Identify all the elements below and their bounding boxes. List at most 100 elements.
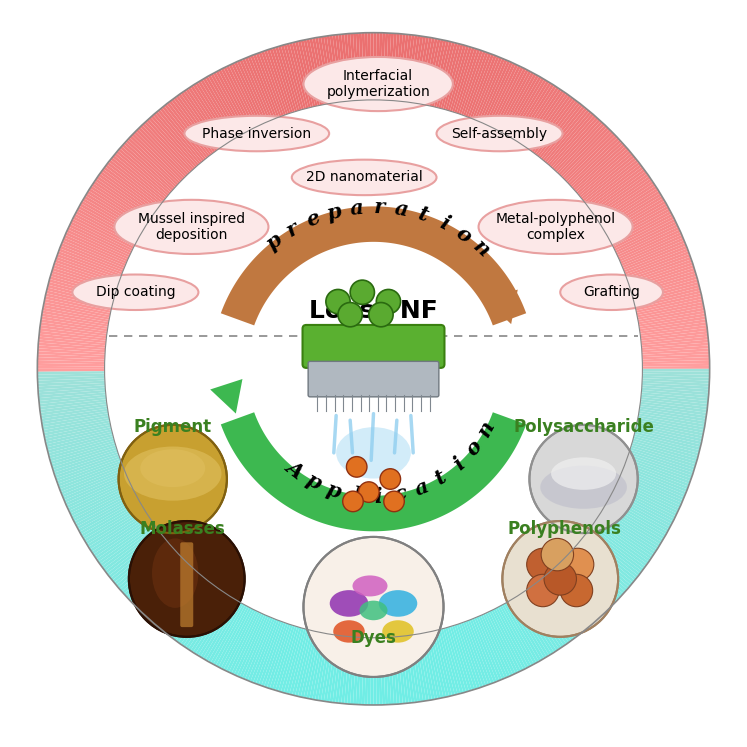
Text: Grafting: Grafting — [583, 285, 640, 300]
Text: a: a — [393, 199, 410, 221]
Wedge shape — [54, 452, 119, 476]
Wedge shape — [450, 46, 472, 111]
Wedge shape — [577, 544, 629, 589]
Wedge shape — [584, 160, 639, 203]
Wedge shape — [38, 390, 105, 398]
Wedge shape — [502, 73, 536, 134]
Ellipse shape — [560, 275, 663, 310]
Wedge shape — [108, 160, 163, 203]
Wedge shape — [289, 629, 309, 695]
Wedge shape — [326, 635, 338, 702]
Wedge shape — [642, 360, 710, 364]
Wedge shape — [144, 121, 192, 172]
Wedge shape — [264, 50, 288, 114]
Wedge shape — [56, 456, 120, 481]
Wedge shape — [100, 171, 156, 213]
Wedge shape — [595, 519, 652, 560]
Wedge shape — [287, 628, 306, 694]
Wedge shape — [96, 176, 153, 217]
Wedge shape — [555, 121, 603, 172]
Ellipse shape — [333, 620, 365, 642]
Wedge shape — [527, 93, 568, 150]
Wedge shape — [415, 634, 429, 701]
Wedge shape — [601, 509, 660, 547]
Ellipse shape — [479, 200, 633, 254]
Wedge shape — [624, 248, 689, 275]
Wedge shape — [37, 354, 105, 359]
Wedge shape — [82, 198, 142, 235]
Wedge shape — [105, 164, 160, 207]
Wedge shape — [477, 616, 505, 679]
Wedge shape — [633, 436, 699, 456]
Wedge shape — [430, 40, 446, 106]
Wedge shape — [617, 480, 679, 511]
Wedge shape — [226, 610, 258, 672]
Wedge shape — [211, 604, 245, 664]
Wedge shape — [639, 319, 707, 332]
Wedge shape — [390, 34, 397, 101]
Text: Pigment: Pigment — [134, 418, 212, 436]
Wedge shape — [155, 111, 201, 164]
Wedge shape — [550, 115, 596, 167]
Wedge shape — [74, 214, 135, 247]
Wedge shape — [546, 111, 592, 164]
Wedge shape — [208, 75, 243, 134]
Wedge shape — [619, 476, 682, 506]
Wedge shape — [371, 33, 374, 100]
Wedge shape — [68, 480, 130, 511]
Wedge shape — [568, 552, 619, 601]
Wedge shape — [40, 406, 108, 418]
Wedge shape — [633, 282, 699, 302]
Wedge shape — [120, 146, 172, 193]
Wedge shape — [425, 39, 441, 105]
Wedge shape — [41, 409, 108, 421]
Wedge shape — [613, 489, 675, 521]
Wedge shape — [306, 39, 322, 105]
Wedge shape — [421, 38, 435, 105]
Circle shape — [380, 469, 400, 489]
Wedge shape — [124, 549, 176, 596]
Wedge shape — [571, 142, 623, 189]
Text: 2D nanomaterial: 2D nanomaterial — [306, 170, 423, 185]
Wedge shape — [223, 610, 255, 671]
Wedge shape — [84, 196, 143, 232]
Wedge shape — [120, 545, 172, 592]
Wedge shape — [47, 285, 113, 304]
Wedge shape — [37, 378, 105, 383]
Wedge shape — [594, 176, 651, 217]
Wedge shape — [43, 420, 110, 436]
Wedge shape — [247, 619, 275, 681]
Wedge shape — [514, 82, 551, 140]
Wedge shape — [487, 64, 518, 126]
Wedge shape — [481, 61, 510, 123]
Wedge shape — [315, 633, 329, 701]
Wedge shape — [427, 632, 444, 698]
Text: Self-assembly: Self-assembly — [451, 126, 548, 140]
Wedge shape — [625, 461, 689, 486]
Text: A: A — [282, 456, 307, 483]
Wedge shape — [42, 411, 108, 424]
Wedge shape — [118, 544, 170, 589]
Wedge shape — [275, 46, 297, 111]
Wedge shape — [128, 137, 179, 185]
FancyBboxPatch shape — [308, 362, 439, 397]
Wedge shape — [122, 547, 173, 594]
Text: t: t — [432, 466, 450, 489]
Wedge shape — [368, 638, 371, 705]
Wedge shape — [44, 299, 111, 315]
Wedge shape — [641, 331, 708, 341]
Wedge shape — [232, 63, 262, 125]
Wedge shape — [463, 52, 489, 116]
Wedge shape — [454, 624, 477, 689]
Wedge shape — [93, 181, 151, 220]
Wedge shape — [362, 33, 367, 100]
Wedge shape — [85, 507, 144, 545]
Wedge shape — [52, 447, 117, 470]
Wedge shape — [365, 638, 369, 705]
Wedge shape — [46, 294, 111, 311]
Wedge shape — [392, 637, 400, 704]
Wedge shape — [64, 474, 127, 503]
Wedge shape — [368, 33, 371, 100]
Wedge shape — [88, 512, 146, 550]
Wedge shape — [140, 562, 188, 613]
